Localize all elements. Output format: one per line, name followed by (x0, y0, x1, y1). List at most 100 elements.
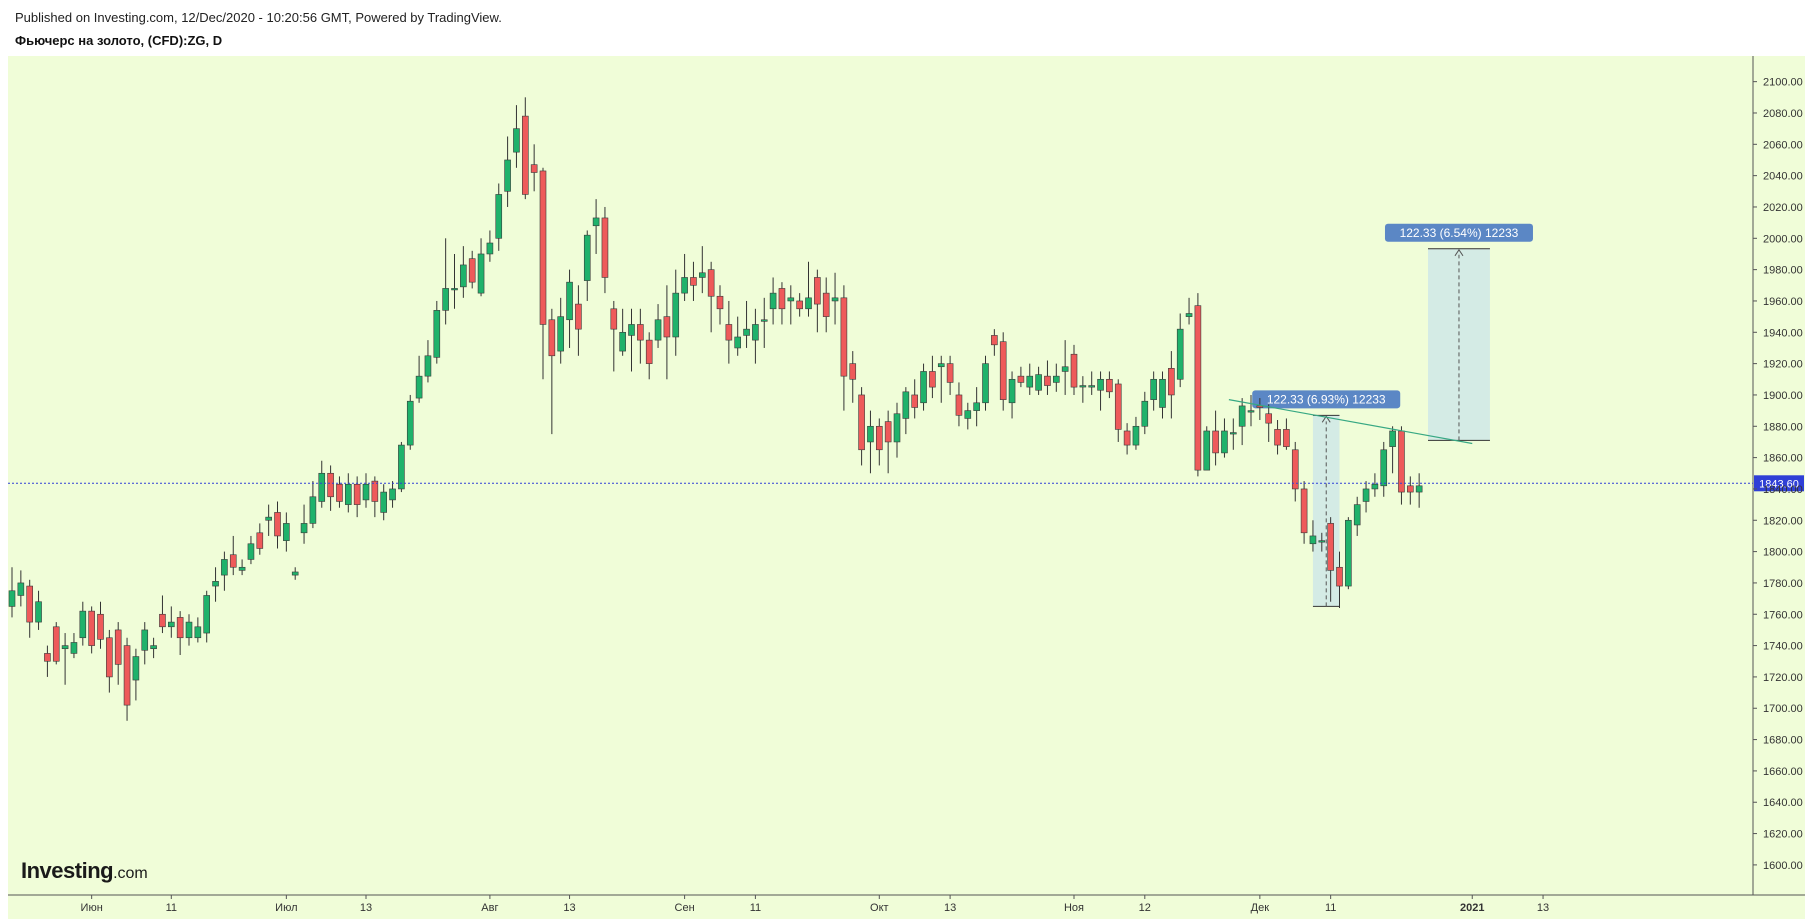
x-tick-label: 11 (1325, 902, 1336, 914)
x-tick-label: 13 (563, 902, 575, 914)
candle-up (1362, 488, 1370, 502)
x-tick-label: 11 (166, 902, 177, 914)
candle-up (495, 194, 503, 239)
y-tick-label: 1740.00 (1763, 641, 1803, 653)
candle-up (309, 496, 317, 524)
candle-up (132, 656, 140, 681)
chart-header: Published on Investing.com, 12/Dec/2020 … (0, 0, 1805, 56)
candle-up (1026, 375, 1034, 388)
candle-down (601, 217, 609, 278)
candle-up (504, 159, 511, 192)
candle-down (575, 303, 582, 330)
candle-up (787, 297, 795, 302)
candle-down (106, 637, 113, 678)
candle-up (35, 601, 42, 623)
y-tick-label: 2080.00 (1763, 108, 1803, 120)
candle-down (725, 324, 733, 341)
current-price-label: 1843.60 (1759, 478, 1799, 490)
candle-up (973, 402, 980, 411)
x-tick-label: 2021 (1460, 902, 1484, 914)
chart-title: Фьючерс на золото, (CFD):ZG, D (15, 33, 223, 48)
candle-down (610, 308, 618, 330)
candle-up (8, 590, 16, 607)
candle-down (1017, 375, 1025, 383)
candle-up (1132, 425, 1140, 446)
candle-up (831, 297, 839, 302)
measure-label-bg (1252, 390, 1401, 409)
candle-up (672, 292, 680, 338)
candle-up (1415, 485, 1423, 493)
candle-down (1265, 413, 1272, 424)
time-axis[interactable] (8, 895, 1805, 919)
candle-down (814, 277, 821, 305)
candle-up (1309, 535, 1317, 545)
y-tick-label: 1800.00 (1763, 547, 1803, 559)
candle-down (946, 363, 954, 383)
candle-up (769, 292, 777, 310)
candle-down (353, 483, 361, 505)
candle-down (1274, 429, 1281, 446)
candle-down (637, 324, 644, 341)
candle-down (716, 295, 724, 310)
candle-up (380, 491, 388, 513)
candle-up (265, 516, 272, 521)
candle-up (1176, 328, 1184, 380)
x-tick-label: Авг (481, 902, 498, 914)
candle-down (991, 335, 998, 346)
candle-up (1150, 378, 1157, 400)
candle-down (645, 339, 653, 364)
candle-up (1318, 540, 1326, 543)
candle-up (406, 400, 414, 446)
candle-up (212, 581, 219, 587)
candle-up (583, 234, 591, 281)
x-tick-label: 13 (944, 902, 956, 914)
candle-up (1035, 374, 1042, 391)
x-tick-label: Июл (275, 902, 297, 914)
plot-area[interactable] (8, 56, 1753, 895)
candle-down (1300, 488, 1308, 534)
measure-label-bg (1384, 223, 1533, 242)
candle-down (159, 613, 166, 628)
candle-up (1221, 430, 1228, 454)
candle-down (274, 512, 281, 537)
candle-down (52, 626, 60, 662)
candle-up (442, 288, 449, 311)
trend-line[interactable] (1228, 399, 1473, 445)
candle-up (557, 316, 565, 352)
measure-label-2: 122.33 (6.54%) 12233 (1400, 226, 1519, 240)
overlays[interactable]: 1843.60 (8, 399, 1804, 492)
x-tick-label: Сен (675, 902, 695, 914)
candle-down (1407, 485, 1414, 493)
candle-up (1345, 519, 1352, 587)
candle-up (937, 363, 945, 368)
candle-down (875, 425, 883, 451)
logo-brand: Investing (21, 858, 114, 883)
y-tick-label: 1820.00 (1763, 515, 1803, 527)
candle-up (415, 375, 423, 399)
candle-down (884, 421, 892, 443)
candle-up (1238, 405, 1246, 427)
candle-up (1008, 378, 1016, 404)
candle-up (513, 128, 520, 153)
y-tick-label: 1960.00 (1763, 296, 1803, 308)
measurement-tools[interactable]: 122.33 (6.93%) 12233 122.33 (6.54%) 12233 (1252, 223, 1533, 607)
x-tick-label: Ноя (1064, 902, 1084, 914)
candle-down (796, 300, 803, 310)
candle-up (1185, 313, 1193, 317)
candle-down (929, 371, 936, 388)
y-tick-label: 1860.00 (1763, 453, 1803, 465)
logo-suffix: .com (113, 865, 148, 882)
candle-down (663, 316, 671, 338)
candle-down (1070, 353, 1078, 388)
candle-up (681, 277, 688, 294)
candle-up (318, 472, 326, 502)
measure-arrow-head (1321, 415, 1331, 423)
x-tick-label: Июн (81, 902, 103, 914)
y-tick-label: 1980.00 (1763, 265, 1803, 277)
y-tick-label: 1600.00 (1763, 860, 1803, 872)
candle-up (460, 264, 467, 288)
candle-up (221, 559, 228, 576)
investing-logo: Investing.com (21, 858, 148, 884)
candle-up (300, 523, 308, 534)
